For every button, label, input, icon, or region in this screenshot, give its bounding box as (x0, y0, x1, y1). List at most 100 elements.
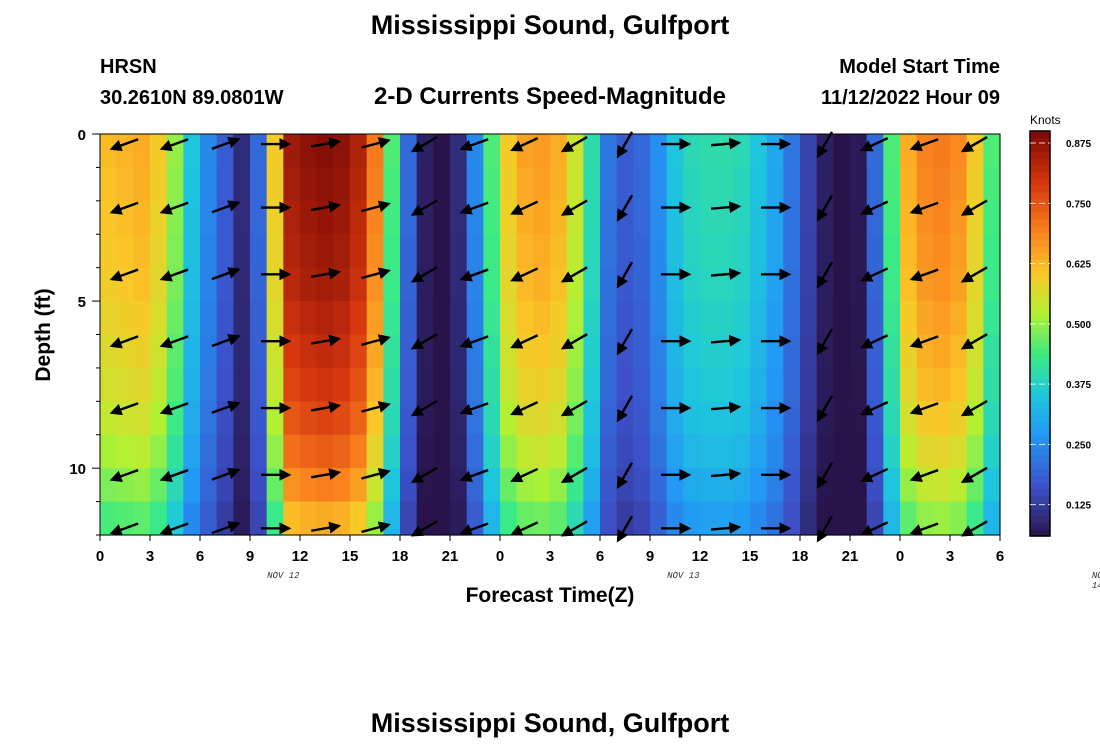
heatmap-cell (150, 501, 168, 536)
current-vector (211, 200, 241, 214)
current-vector (616, 462, 634, 490)
heatmap-cell (400, 200, 418, 235)
heatmap-cell (483, 301, 501, 336)
colorbar-segment (1030, 299, 1050, 308)
heatmap-cell (200, 367, 218, 402)
heatmap-cell (383, 468, 401, 503)
heatmap-cell (200, 468, 218, 503)
current-vector (159, 335, 189, 349)
heatmap-cell (566, 167, 584, 202)
colorbar-segment (1030, 144, 1050, 152)
current-vector (410, 399, 438, 417)
current-vector (510, 137, 539, 152)
heatmap-cell (816, 434, 834, 469)
heatmap-cell (983, 334, 1001, 369)
heatmap-cell (533, 334, 551, 369)
heatmap-cell (833, 367, 851, 402)
heatmap-cell (916, 367, 934, 402)
heatmap-cell (516, 167, 534, 202)
heatmap-cell (566, 401, 584, 436)
heatmap-cell (150, 301, 168, 336)
heatmap-cell (216, 434, 234, 469)
heatmap-cell (716, 134, 734, 169)
heatmap-cell (700, 401, 718, 436)
heatmap-cell (283, 334, 301, 369)
heatmap-cell (800, 167, 818, 202)
heatmap-cell (383, 434, 401, 469)
heatmap-cell (233, 167, 251, 202)
heatmap-cell (900, 434, 918, 469)
heatmap-cell (300, 367, 318, 402)
heatmap-cell (683, 167, 701, 202)
heatmap-cell (133, 134, 151, 169)
current-vector (510, 521, 539, 536)
current-vector (109, 138, 139, 152)
current-vector (710, 267, 742, 280)
heatmap-cell (950, 200, 968, 235)
heatmap-cell (633, 468, 651, 503)
heatmap-cell (100, 468, 118, 503)
current-vector (510, 467, 539, 483)
heatmap-cell (633, 167, 651, 202)
current-vector (909, 522, 939, 536)
heatmap-cell (250, 301, 268, 336)
heatmap-cell (383, 501, 401, 536)
heatmap-cell (583, 234, 601, 269)
heatmap-cell (516, 434, 534, 469)
heatmap-cell (600, 501, 618, 536)
current-vector (211, 521, 241, 535)
heatmap-cell (266, 200, 284, 235)
current-vector (816, 515, 834, 543)
heatmap-cell (483, 334, 501, 369)
heatmap-cell (933, 301, 951, 336)
heatmap-cell (300, 134, 318, 169)
heatmap-cell (416, 200, 434, 235)
heatmap-cell (183, 501, 201, 536)
heatmap-cell (750, 367, 768, 402)
heatmap-cell (350, 501, 368, 536)
heatmap-cell (266, 301, 284, 336)
heatmap-cell (766, 434, 784, 469)
heatmap-cell (166, 301, 184, 336)
heatmap-cell (433, 334, 451, 369)
heatmap-cell (233, 501, 251, 536)
colorbar-segment (1030, 272, 1050, 281)
heatmap-cell (983, 501, 1001, 536)
heatmap-cell (100, 367, 118, 402)
heatmap-cell (783, 167, 801, 202)
heatmap-cell (766, 167, 784, 202)
heatmap-cell (200, 234, 218, 269)
heatmap-cell (633, 501, 651, 536)
heatmap-cell (716, 301, 734, 336)
x-tick-label: 6 (596, 548, 604, 565)
heatmap-cell (566, 267, 584, 302)
heatmap-cell (883, 200, 901, 235)
heatmap-cell (750, 200, 768, 235)
x-tick-label: 3 (546, 548, 554, 565)
heatmap-cell (183, 234, 201, 269)
heatmap-cell (433, 200, 451, 235)
heatmap-cell (566, 200, 584, 235)
heatmap-cell (166, 134, 184, 169)
colorbar-tick-label: 0.750 (1066, 199, 1091, 210)
heatmap-cell (183, 134, 201, 169)
heatmap-cell (983, 401, 1001, 436)
heatmap-cell (866, 367, 884, 402)
heatmap-cell (150, 434, 168, 469)
heatmap-cell (383, 167, 401, 202)
heatmap-cell (550, 401, 568, 436)
heatmap-cell (900, 134, 918, 169)
heatmap-cell (266, 434, 284, 469)
heatmap-cell (733, 167, 751, 202)
current-vector (159, 268, 189, 282)
heatmap-cell (600, 468, 618, 503)
heatmap-cell (783, 501, 801, 536)
heatmap-cell (316, 134, 334, 169)
heatmap-cell (583, 267, 601, 302)
current-vector (816, 131, 834, 159)
heatmap-cell (733, 501, 751, 536)
current-vector (311, 200, 342, 213)
heatmap-cell (200, 301, 218, 336)
heatmap-cell (700, 167, 718, 202)
current-vector (459, 201, 489, 215)
